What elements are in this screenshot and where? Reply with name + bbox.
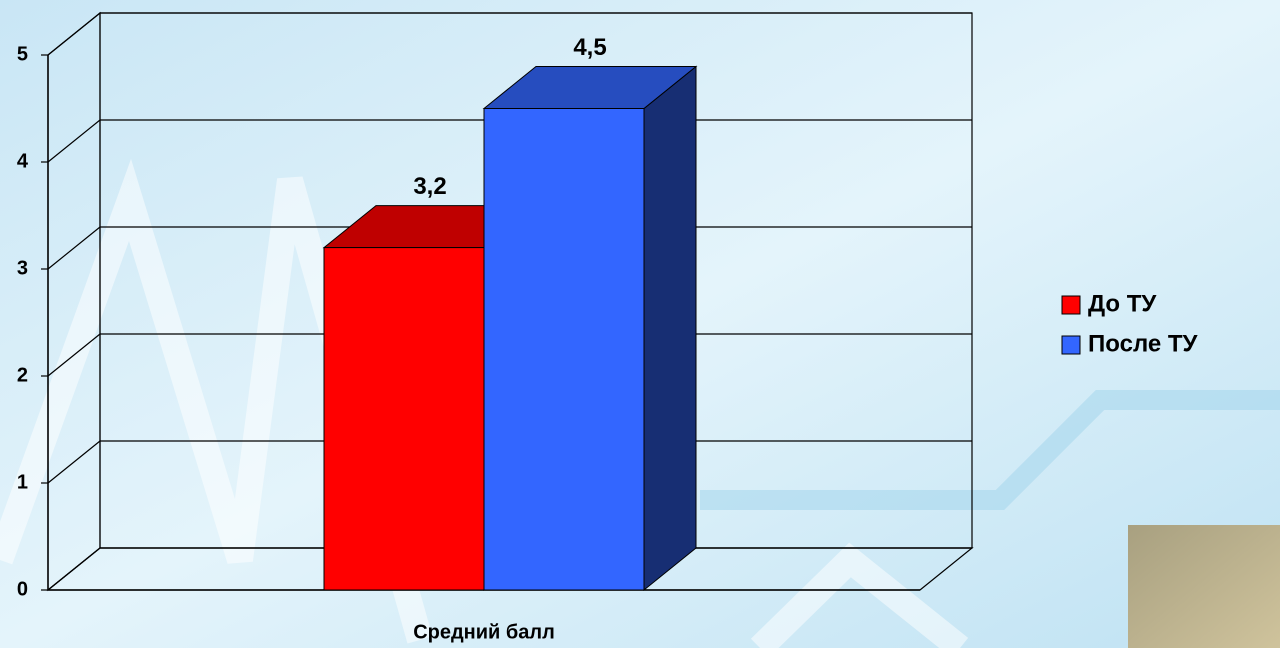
background-decoration	[700, 390, 1280, 510]
bar-side	[643, 65, 697, 592]
y-tick-label: 1	[17, 471, 28, 493]
y-tick-label: 5	[17, 43, 28, 65]
value-label: 3,2	[413, 173, 446, 200]
plot-area: 0 1 2 3 4 5 Средний балл 3,2 4,5	[17, 11, 974, 643]
grid-line	[47, 12, 972, 56]
x-tick-label: Средний балл	[413, 621, 555, 643]
y-tick-label: 4	[17, 150, 29, 172]
y-tick-label: 0	[17, 578, 28, 600]
value-label: 4,5	[573, 34, 606, 61]
photo	[1128, 525, 1280, 648]
legend-label: До ТУ	[1088, 290, 1157, 317]
y-tick-label: 2	[17, 364, 28, 386]
legend-swatch	[1061, 295, 1081, 315]
bar	[323, 247, 485, 591]
legend-swatch	[1061, 335, 1081, 355]
legend-label: После ТУ	[1088, 330, 1199, 357]
y-tick-label: 3	[17, 257, 28, 279]
bar	[483, 108, 645, 591]
